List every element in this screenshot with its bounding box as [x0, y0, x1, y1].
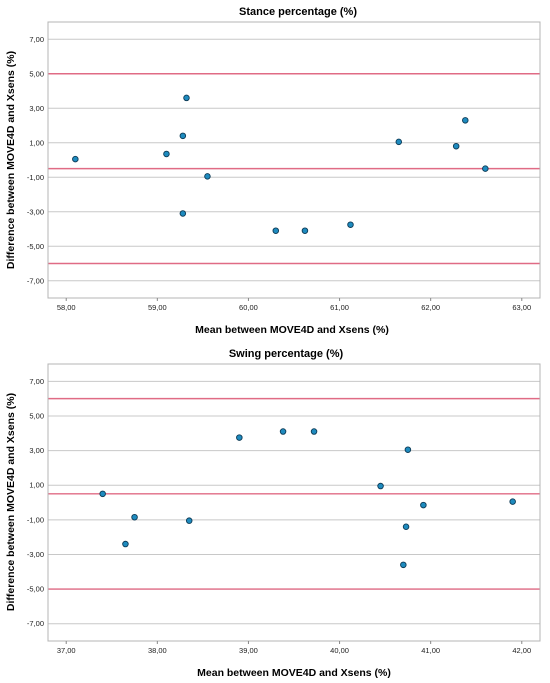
x-tick-label: 59,00 — [148, 303, 167, 312]
data-point — [509, 498, 516, 505]
data-point — [179, 132, 187, 140]
chart-title: Swing percentage (%) — [229, 348, 344, 360]
data-point — [400, 561, 407, 569]
y-axis-label: Difference between MOVE4D and Xsens (%) — [5, 51, 17, 269]
data-point — [482, 165, 489, 172]
y-tick-label: -7,00 — [27, 276, 44, 285]
x-tick-label: 39,00 — [239, 646, 258, 655]
y-tick-label: -3,00 — [27, 207, 44, 216]
x-axis-label: Mean between MOVE4D and Xsens (%) — [195, 324, 389, 336]
data-point — [279, 428, 287, 435]
data-point — [163, 150, 170, 158]
data-point — [377, 482, 384, 490]
chart-title: Stance percentage (%) — [239, 6, 357, 18]
data-point — [99, 490, 106, 498]
data-point — [122, 540, 129, 548]
x-tick-label: 42,00 — [512, 646, 531, 655]
data-point — [402, 523, 410, 530]
x-tick-label: 63,00 — [512, 303, 531, 312]
y-tick-label: -5,00 — [27, 585, 44, 594]
x-tick-label: 61,00 — [330, 303, 349, 312]
y-tick-label: -7,00 — [27, 619, 44, 628]
data-point — [272, 227, 280, 234]
data-point — [236, 434, 243, 441]
x-tick-label: 40,00 — [330, 646, 349, 655]
data-point — [404, 446, 412, 453]
plot-frame — [47, 363, 541, 642]
data-point — [395, 138, 403, 146]
x-tick-label: 58,00 — [57, 303, 76, 312]
y-tick-label: 7,00 — [29, 377, 44, 386]
plot-area: 7,00 5,00 3,00 1,00 -1,00 -3,00 -5,00 -7,00 37,0… — [27, 363, 541, 655]
data-point — [204, 173, 211, 180]
data-point — [179, 210, 187, 217]
y-tick-label: -1,00 — [27, 515, 44, 524]
data-point — [310, 428, 318, 435]
x-axis-label: Mean between MOVE4D and Xsens (%) — [197, 667, 391, 679]
data-point — [420, 501, 427, 509]
data-point — [452, 142, 460, 150]
x-tick-label: 38,00 — [148, 646, 167, 655]
y-tick-label: 7,00 — [29, 35, 44, 44]
y-tick-label: -1,00 — [27, 173, 44, 182]
y-tick-label: 1,00 — [29, 138, 44, 147]
y-tick-label: 5,00 — [29, 411, 44, 420]
swing-chart: Swing percentage (%) Difference between … — [5, 348, 541, 679]
x-tick-label: 41,00 — [421, 646, 440, 655]
data-point — [185, 517, 193, 524]
plot-area: 7,00 5,00 3,00 1,00 -1,00 -3,00 -5,00 -7,00 58,0… — [27, 21, 541, 312]
y-tick-label: 3,00 — [29, 446, 44, 455]
data-point — [462, 117, 469, 124]
data-point — [347, 221, 354, 228]
data-point — [131, 513, 138, 521]
plot-frame — [47, 21, 541, 299]
stance-chart: Stance percentage (%) Difference between… — [5, 6, 541, 336]
y-tick-label: 5,00 — [29, 69, 44, 78]
x-tick-label: 37,00 — [57, 646, 76, 655]
data-point — [183, 94, 190, 102]
x-tick-label: 62,00 — [421, 303, 440, 312]
y-axis-label: Difference between MOVE4D and Xsens (%) — [5, 393, 17, 611]
y-tick-label: -3,00 — [27, 550, 44, 559]
y-tick-label: -5,00 — [27, 242, 44, 251]
data-point — [301, 227, 309, 234]
y-tick-label: 1,00 — [29, 481, 44, 490]
x-tick-label: 60,00 — [239, 303, 258, 312]
y-tick-label: 3,00 — [29, 104, 44, 113]
data-point — [72, 155, 79, 163]
